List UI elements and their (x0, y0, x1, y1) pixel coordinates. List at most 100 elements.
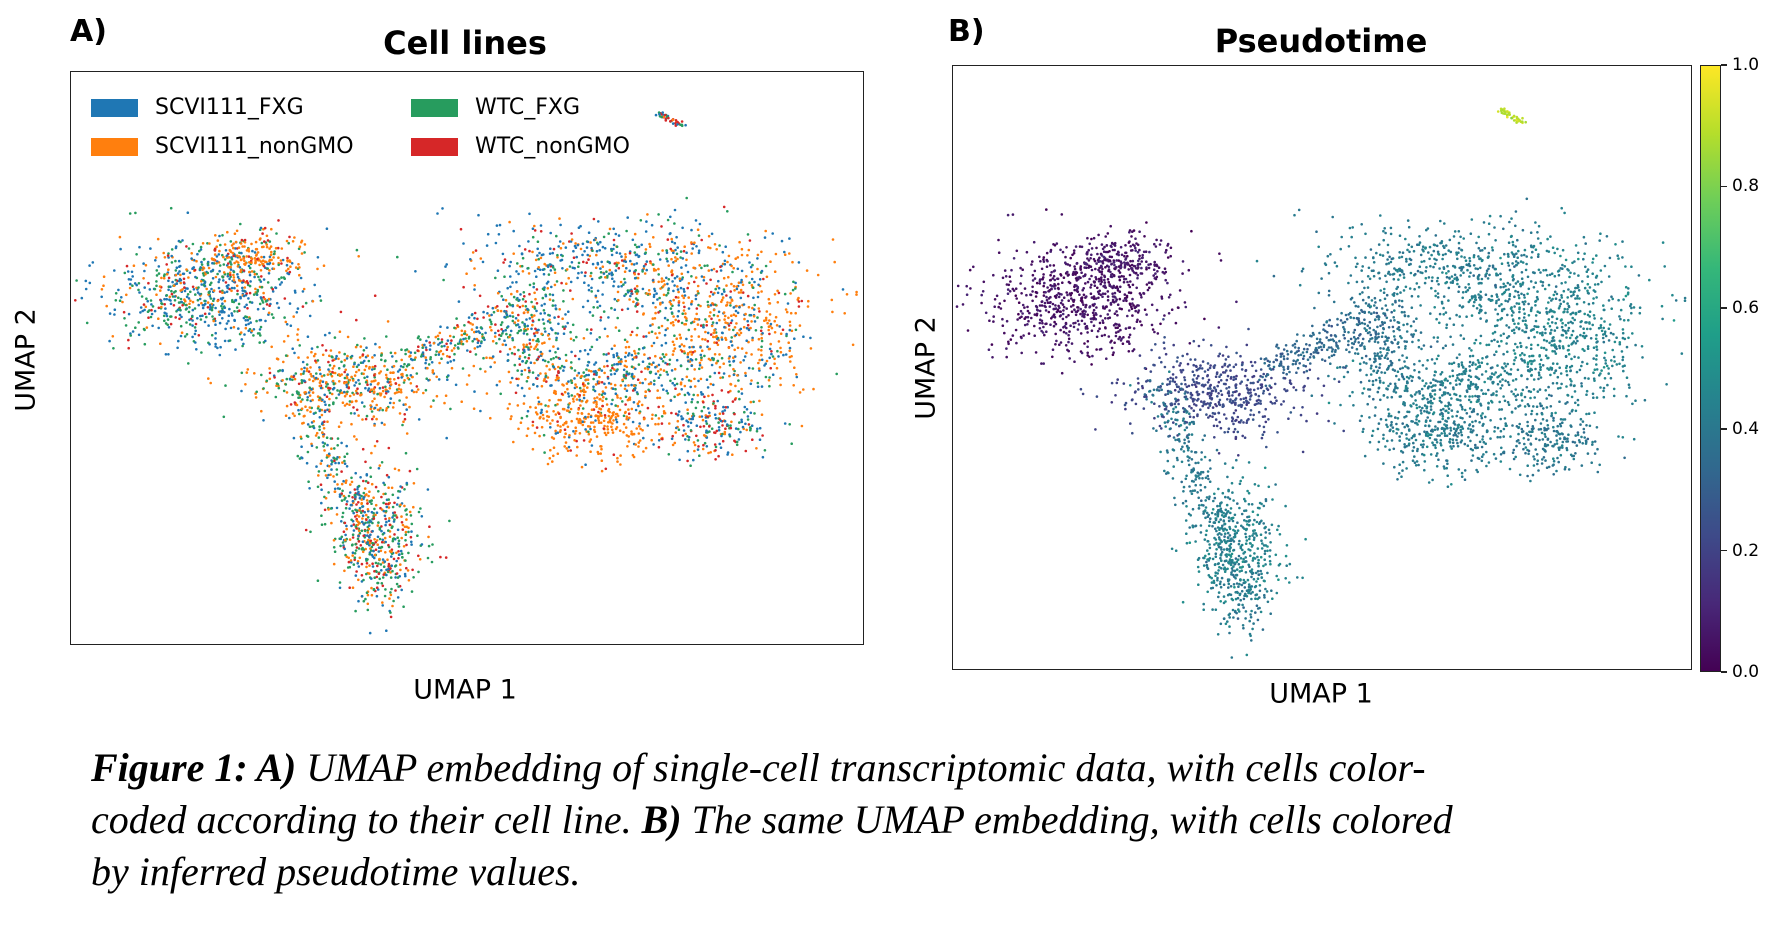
cell-point (464, 337, 467, 340)
cell-point (391, 604, 394, 608)
cell-point (175, 266, 179, 269)
cell-point (366, 375, 369, 379)
cell-point (386, 380, 390, 384)
cell-point (743, 355, 747, 358)
cell-point (194, 293, 197, 296)
cell-point (235, 229, 239, 233)
cell-point (533, 269, 537, 273)
cell-point (581, 305, 585, 309)
cell-point (752, 400, 755, 404)
cell-point (494, 276, 497, 280)
cell-point (237, 255, 241, 258)
cell-point (653, 287, 656, 291)
cell-point (624, 359, 628, 363)
cell-point (500, 294, 504, 298)
cell-point (733, 348, 736, 352)
cell-point (563, 445, 566, 448)
cell-point (747, 248, 751, 252)
cell-point (666, 291, 670, 295)
cell-point (646, 406, 650, 410)
cell-point (666, 218, 670, 222)
cell-point (533, 431, 537, 435)
cell-point (552, 365, 556, 369)
cell-point (636, 392, 639, 396)
cell-point (332, 562, 336, 566)
cell-point (438, 341, 442, 345)
cell-point (617, 356, 620, 360)
cell-point (608, 268, 612, 272)
cell-point (262, 278, 266, 281)
cell-point (583, 274, 587, 278)
cell-point (325, 436, 329, 440)
cell-point (564, 432, 567, 436)
cell-point (549, 231, 552, 235)
cell-point (664, 353, 668, 356)
cell-point (288, 235, 291, 239)
cell-point (582, 390, 586, 394)
pseudotime-point (1018, 316, 1022, 320)
cell-point (563, 428, 567, 432)
cell-point (652, 295, 656, 299)
cell-point (552, 410, 555, 413)
cell-point (750, 270, 754, 274)
cell-point (235, 306, 239, 309)
cell-point (371, 365, 375, 369)
pseudotime-point (1100, 276, 1103, 279)
cell-point (524, 361, 528, 365)
cell-point (610, 253, 614, 257)
cell-point (555, 336, 558, 340)
cell-point (460, 340, 463, 343)
cell-point (397, 383, 401, 387)
cell-point (142, 277, 145, 280)
cell-point (564, 325, 567, 328)
cell-point (437, 353, 441, 356)
cell-point (345, 452, 349, 456)
cell-point (516, 319, 520, 322)
cell-point (473, 311, 477, 315)
cell-point (396, 596, 400, 599)
cell-point (761, 332, 764, 335)
cell-point (365, 414, 369, 418)
cell-point (376, 564, 379, 568)
cell-point (385, 335, 388, 338)
cell-point (622, 373, 626, 377)
cell-point (651, 413, 654, 417)
cell-point (294, 266, 298, 269)
cell-point (181, 239, 184, 242)
cell-point (492, 310, 496, 314)
cell-point (521, 304, 525, 308)
cell-point (338, 586, 342, 590)
pseudotime-point (1015, 249, 1019, 253)
cell-point (164, 307, 167, 310)
cell-point (217, 253, 221, 256)
cell-point (751, 286, 755, 289)
cell-point (522, 348, 526, 352)
cell-point (210, 308, 214, 312)
cell-point (591, 314, 595, 317)
cell-point (465, 383, 469, 386)
cell-point (632, 401, 636, 404)
cell-point (674, 387, 677, 391)
cell-point (387, 486, 390, 490)
pseudotime-point (1082, 303, 1085, 306)
cell-point (577, 261, 581, 265)
cell-point (452, 347, 456, 350)
cell-point (589, 370, 593, 373)
cell-point (179, 334, 183, 338)
cell-point (306, 335, 310, 339)
pseudotime-point (1004, 275, 1008, 278)
cell-point (209, 381, 212, 385)
cell-point (475, 330, 478, 334)
cell-point (336, 487, 340, 490)
cell-point (323, 333, 327, 337)
cell-point (143, 286, 146, 289)
cell-point (316, 345, 319, 349)
cell-point (410, 522, 414, 526)
cell-point (204, 302, 207, 306)
cell-point (684, 312, 687, 315)
cell-point (690, 303, 693, 306)
cell-point (690, 275, 693, 278)
cell-point (125, 264, 129, 268)
cell-point (541, 358, 545, 362)
cell-point (268, 304, 271, 307)
